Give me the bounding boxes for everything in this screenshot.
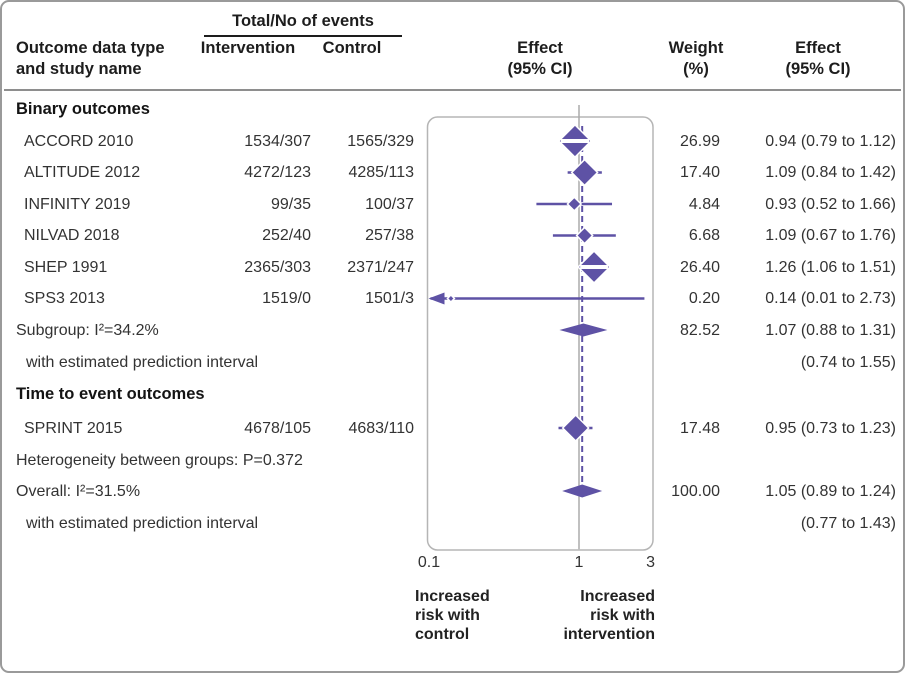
effect-value: 1.09 (0.84 to 1.42) [765,164,896,181]
study-diamond [566,196,583,212]
effect-value: 1.26 (1.06 to 1.51) [765,258,896,276]
summary-diamond [562,484,603,498]
row-label: SPRINT 2015 [24,419,123,437]
control-value: 100/37 [365,195,414,213]
row-label: Time to event outcomes [16,384,205,403]
row-label: with estimated prediction interval [26,353,259,371]
row-label: Binary outcomes [16,99,150,118]
row-label: with estimated prediction interval [26,514,259,532]
axis-tick-label: 1 [574,554,584,571]
row-label: Subgroup: I²=34.2% [16,321,159,339]
diamond-stripe [560,139,590,143]
row-label: ACCORD 2010 [24,132,134,150]
intervention-value: 1519/0 [262,290,311,307]
effect-value: 0.94 (0.79 to 1.12) [765,132,896,150]
study-diamond [575,226,594,245]
summary-diamond [559,323,608,337]
control-value: 1501/3 [365,290,414,307]
effect-value: 0.14 (0.01 to 2.73) [765,290,896,307]
study-diamond [577,250,612,284]
axis-tick-label: 0.1 [417,554,441,571]
study-diamond [570,158,599,187]
column-header-intervention: Intervention [200,39,296,57]
effect-value: 1.05 (0.89 to 1.24) [765,482,896,500]
column-header-effect-plot: Effect (95% CI) [507,39,573,78]
control-value: 257/38 [365,227,414,244]
effect-value: (0.77 to 1.43) [800,514,896,532]
control-value: 2371/247 [347,258,414,276]
weight-value: 26.40 [679,258,720,276]
effect-value: (0.74 to 1.55) [800,353,896,371]
axis-label-left: Increased risk with control [415,588,490,643]
effect-value: 1.09 (0.67 to 1.76) [765,227,896,244]
intervention-value: 99/35 [270,195,311,213]
row-label: SPS3 2013 [24,290,105,307]
column-header-control: Control [322,39,382,57]
intervention-value: 1534/307 [244,132,311,150]
header-divider [4,89,901,91]
column-header-effect: Effect (95% CI) [785,39,851,78]
row-label: Overall: I²=31.5% [16,482,141,500]
weight-value: 26.99 [679,132,720,150]
axis-tick-label: 3 [646,554,656,571]
control-value: 1565/329 [347,132,414,150]
study-diamond [446,293,456,304]
arrow-left-icon [428,292,445,305]
weight-value: 6.68 [688,227,720,244]
weight-value: 17.40 [679,164,720,181]
intervention-value: 4678/105 [244,419,311,437]
column-header-weight: Weight (%) [668,39,724,78]
study-diamond [557,123,593,159]
row-label: ALTITUDE 2012 [24,164,141,181]
axis-label-right: Increased risk with intervention [563,588,655,643]
effect-value: 0.93 (0.52 to 1.66) [765,195,896,213]
row-label: NILVAD 2018 [24,227,120,244]
weight-value: 100.00 [671,482,720,500]
column-header-study: Outcome data type and study name [16,39,165,78]
column-header-events-group: Total/No of events [204,11,402,37]
weight-value: 17.48 [679,419,720,437]
weight-value: 0.20 [688,290,720,307]
diamond-stripe [580,265,608,269]
control-value: 4285/113 [348,164,414,181]
weight-value: 4.84 [688,195,720,213]
effect-value: 0.95 (0.73 to 1.23) [765,419,896,437]
study-diamond [561,413,590,443]
intervention-value: 2365/303 [244,258,311,276]
intervention-value: 252/40 [262,227,311,244]
intervention-value: 4272/123 [244,164,311,181]
row-label: INFINITY 2019 [24,195,131,213]
row-label: Heterogeneity between groups: P=0.372 [16,451,303,469]
control-value: 4683/110 [348,419,414,437]
weight-value: 82.52 [679,321,720,339]
effect-value: 1.07 (0.88 to 1.31) [765,321,896,339]
row-label: SHEP 1991 [24,258,108,276]
